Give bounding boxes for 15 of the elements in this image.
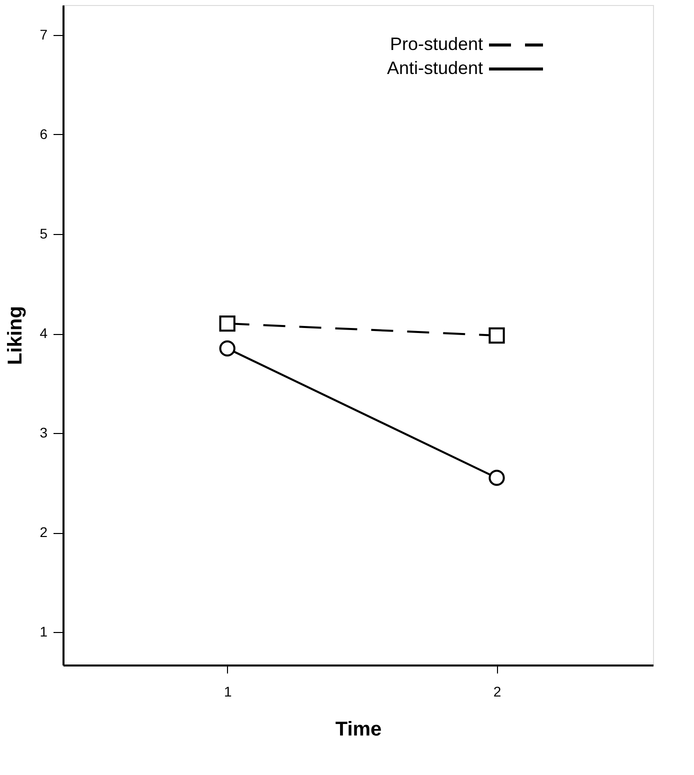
y-tick-label: 6 <box>40 126 48 142</box>
point <box>219 315 236 332</box>
y-tick-label: 4 <box>40 325 48 342</box>
point <box>488 327 505 344</box>
y-tick-label: 2 <box>40 524 48 540</box>
y-tick-label: 3 <box>40 424 48 441</box>
point <box>219 340 236 356</box>
legend-label: Pro-student <box>390 34 483 54</box>
point <box>488 470 505 486</box>
y-tick-label: 7 <box>40 26 48 42</box>
legend-label: Anti-student <box>386 58 483 78</box>
y-tick-label: 5 <box>40 225 48 242</box>
y-axis-title: Liking <box>4 306 27 365</box>
x-axis-title: Time <box>335 718 382 740</box>
y-tick-label: 1 <box>40 624 48 640</box>
